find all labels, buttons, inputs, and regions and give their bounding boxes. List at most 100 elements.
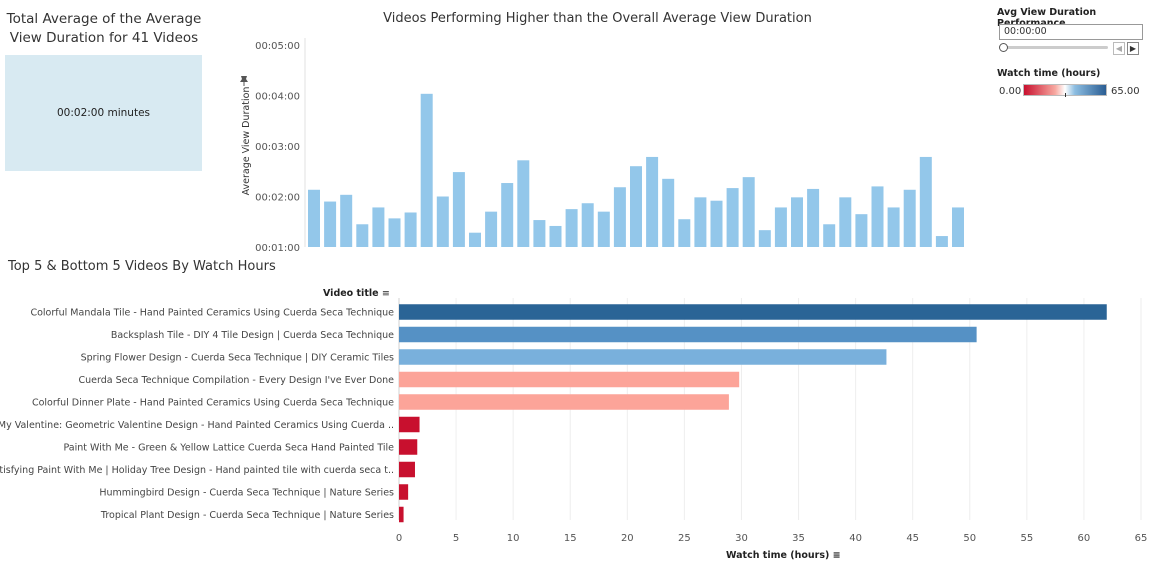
bar[interactable] bbox=[887, 207, 900, 247]
bar[interactable] bbox=[308, 189, 320, 247]
bar[interactable] bbox=[549, 225, 562, 247]
pin-icon[interactable] bbox=[240, 76, 248, 86]
bar[interactable] bbox=[935, 236, 948, 247]
bar[interactable] bbox=[399, 439, 418, 455]
bar[interactable] bbox=[399, 461, 415, 478]
bar[interactable] bbox=[436, 196, 449, 248]
category-label: Cuerda Seca Technique Compilation - Ever… bbox=[78, 375, 394, 386]
bar[interactable] bbox=[399, 371, 740, 388]
bar[interactable] bbox=[399, 394, 729, 410]
y-tick-label: 00:02:00 bbox=[255, 193, 300, 204]
category-label: Colorful Mandala Tile - Hand Painted Cer… bbox=[30, 308, 394, 319]
bar[interactable] bbox=[952, 207, 964, 247]
bar[interactable] bbox=[726, 188, 739, 247]
y-tick-label: 00:04:00 bbox=[255, 92, 300, 103]
bar[interactable] bbox=[404, 212, 417, 247]
category-label: Satisfying Paint With Me | Holiday Tree … bbox=[0, 465, 394, 476]
chevron-left-icon[interactable]: ◀ bbox=[1113, 42, 1125, 55]
bar[interactable] bbox=[791, 197, 803, 247]
bar[interactable] bbox=[662, 178, 675, 247]
x-tick-label: 40 bbox=[849, 533, 862, 544]
kpi-title: Total Average of the Average View Durati… bbox=[6, 11, 202, 46]
bar[interactable] bbox=[630, 166, 642, 247]
bar[interactable] bbox=[613, 187, 626, 247]
watch-hours-bar-chart: Colorful Mandala Tile - Hand Painted Cer… bbox=[0, 298, 1148, 544]
duration-filter-input[interactable]: 00:00:00 bbox=[999, 24, 1143, 40]
bar[interactable] bbox=[399, 349, 887, 365]
sort-icon[interactable]: ≡ bbox=[381, 288, 390, 299]
bar[interactable] bbox=[399, 506, 404, 523]
x-tick-label: 15 bbox=[564, 533, 577, 544]
bar[interactable] bbox=[694, 197, 707, 247]
category-label: Be My Valentine: Geometric Valentine Des… bbox=[0, 420, 394, 431]
bar[interactable] bbox=[469, 232, 481, 247]
bar[interactable] bbox=[758, 230, 771, 247]
bar[interactable] bbox=[452, 172, 465, 247]
bar[interactable] bbox=[420, 93, 433, 247]
category-label: Paint With Me - Green & Yellow Lattice C… bbox=[63, 443, 394, 454]
bar[interactable] bbox=[399, 484, 409, 500]
x-tick-label: 20 bbox=[621, 533, 634, 544]
x-axis-label[interactable]: Watch time (hours) ≡ bbox=[726, 550, 841, 561]
bar[interactable] bbox=[565, 209, 578, 247]
bar[interactable] bbox=[646, 156, 659, 247]
category-label: Backsplash Tile - DIY 4 Tile Design | Cu… bbox=[111, 330, 394, 341]
bar[interactable] bbox=[807, 188, 820, 247]
category-label: Tropical Plant Design - Cuerda Seca Tech… bbox=[100, 510, 394, 521]
category-label: Spring Flower Design - Cuerda Seca Techn… bbox=[81, 353, 394, 364]
bar[interactable] bbox=[597, 211, 610, 247]
bar[interactable] bbox=[678, 219, 691, 247]
bar[interactable] bbox=[855, 214, 868, 247]
y-axis-label: Average View Duration bbox=[241, 87, 252, 196]
x-tick-label: 50 bbox=[963, 533, 976, 544]
bar[interactable] bbox=[399, 416, 420, 433]
bar[interactable] bbox=[356, 224, 369, 247]
duration-slider-track[interactable] bbox=[1004, 46, 1108, 49]
bar[interactable] bbox=[742, 177, 755, 247]
bar[interactable] bbox=[823, 224, 836, 247]
x-tick-label: 60 bbox=[1078, 533, 1091, 544]
y-tick-label: 00:01:00 bbox=[255, 243, 300, 254]
bar[interactable] bbox=[372, 207, 385, 247]
x-tick-label: 10 bbox=[507, 533, 520, 544]
x-tick-label: 5 bbox=[453, 533, 459, 544]
y-tick-label: 00:05:00 bbox=[255, 41, 300, 52]
bar[interactable] bbox=[517, 160, 530, 247]
bar[interactable] bbox=[533, 220, 546, 247]
color-legend-max: 65.00 bbox=[1111, 86, 1140, 97]
bar[interactable] bbox=[324, 201, 337, 247]
x-tick-label: 65 bbox=[1135, 533, 1148, 544]
bar[interactable] bbox=[581, 203, 594, 247]
kpi-value: 00:02:00 minutes bbox=[57, 107, 150, 119]
filter-title: Avg View Duration Performance bbox=[997, 7, 1097, 29]
x-tick-label: 30 bbox=[735, 533, 748, 544]
bar[interactable] bbox=[340, 194, 353, 247]
chevron-right-icon[interactable]: ▶ bbox=[1127, 42, 1139, 55]
bar[interactable] bbox=[919, 156, 932, 247]
y-tick-label: 00:03:00 bbox=[255, 142, 300, 153]
x-tick-label: 55 bbox=[1020, 533, 1033, 544]
bar[interactable] bbox=[871, 186, 884, 247]
bar[interactable] bbox=[774, 207, 787, 247]
bar[interactable] bbox=[388, 218, 401, 247]
x-axis-label-text: Watch time (hours) bbox=[726, 550, 830, 561]
bar[interactable] bbox=[710, 200, 723, 247]
bar[interactable] bbox=[485, 211, 498, 247]
x-tick-label: 45 bbox=[906, 533, 919, 544]
category-header[interactable]: Video title ≡ bbox=[323, 288, 390, 299]
bar[interactable] bbox=[839, 197, 852, 247]
chart-title-view-duration: Videos Performing Higher than the Overal… bbox=[383, 11, 812, 26]
color-legend-min: 0.00 bbox=[999, 86, 1022, 97]
x-tick-label: 35 bbox=[792, 533, 805, 544]
bar[interactable] bbox=[501, 183, 514, 247]
category-header-label: Video title bbox=[323, 288, 379, 299]
color-legend-title: Watch time (hours) bbox=[997, 68, 1101, 79]
sort-icon[interactable]: ≡ bbox=[832, 550, 841, 561]
kpi-card bbox=[5, 55, 202, 171]
color-legend-marker bbox=[1065, 93, 1066, 97]
bar[interactable] bbox=[903, 189, 916, 247]
bar[interactable] bbox=[399, 304, 1107, 320]
duration-slider-thumb[interactable] bbox=[999, 43, 1008, 52]
x-tick-label: 25 bbox=[678, 533, 691, 544]
bar[interactable] bbox=[399, 326, 977, 343]
